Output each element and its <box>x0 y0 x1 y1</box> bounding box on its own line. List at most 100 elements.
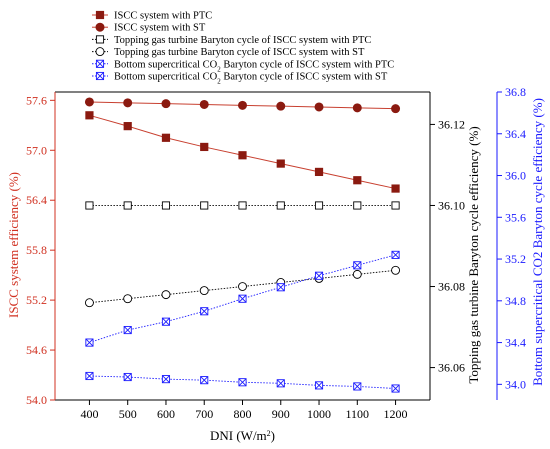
data-point <box>123 122 132 131</box>
legend-item: ISCC system with ST <box>92 22 206 34</box>
data-point <box>353 176 362 185</box>
data-point <box>161 201 171 210</box>
data-point <box>161 99 171 109</box>
legend-label: Topping gas turbine Baryton cycle of ISC… <box>114 35 371 46</box>
right1-tick-label: 36.10 <box>438 198 465 212</box>
legend-label: Topping gas turbine Baryton cycle of ISC… <box>114 47 365 58</box>
data-point <box>314 167 324 177</box>
legend-item: Topping gas turbine Baryton cycle of ISC… <box>92 35 371 46</box>
right1-tick-label: 36.08 <box>438 280 465 294</box>
x-tick-label: 900 <box>272 407 290 421</box>
data-point <box>314 381 324 390</box>
legend-item: Bottom supercritical CO2 Baryton cycle o… <box>92 72 388 86</box>
data-point <box>238 378 247 387</box>
data-point <box>238 201 247 210</box>
legend-marker <box>95 71 105 81</box>
left-tick-label: 57.6 <box>26 93 47 107</box>
series-6 <box>85 371 400 393</box>
data-point <box>391 265 401 275</box>
data-point <box>391 384 400 393</box>
legend-marker <box>95 10 105 20</box>
left-axis-title: ISCC system efficiency (%) <box>6 172 21 318</box>
data-point <box>85 111 94 120</box>
right2-tick-label: 34.0 <box>505 377 526 391</box>
left-tick-label: 54.0 <box>26 393 47 407</box>
data-point <box>276 101 286 111</box>
data-point <box>199 286 209 296</box>
legend-label: Bottom supercritical CO2 Baryton cycle o… <box>114 59 394 73</box>
x-tick-label: 1200 <box>384 407 408 421</box>
legend-label: ISCC system with PTC <box>114 11 212 22</box>
data-point <box>238 100 247 110</box>
data-point <box>200 201 209 210</box>
data-point <box>276 201 285 210</box>
data-point <box>123 372 132 382</box>
right2-tick-label: 36.0 <box>505 169 526 183</box>
data-point <box>238 151 247 160</box>
data-point <box>161 317 171 326</box>
data-point <box>161 375 171 384</box>
x-tick-label: 800 <box>234 407 252 421</box>
legend-label: Bottom supercritical CO2 Baryton cycle o… <box>114 72 388 86</box>
data-point <box>314 102 324 112</box>
left-tick-label: 56.4 <box>26 193 47 207</box>
right1-tick-label: 36.12 <box>438 117 465 131</box>
right2-tick-label: 34.8 <box>505 294 526 308</box>
data-point <box>84 298 94 308</box>
data-point <box>391 250 400 259</box>
legend-marker <box>95 47 105 57</box>
x-tick-label: 1100 <box>346 407 370 421</box>
data-point <box>391 104 401 114</box>
legend-item: ISCC system with PTC <box>92 11 212 22</box>
legend-item: Bottom supercritical CO2 Baryton cycle o… <box>92 59 394 73</box>
data-point <box>314 271 324 280</box>
x-tick-label: 600 <box>157 407 175 421</box>
data-point <box>353 382 362 391</box>
data-point <box>353 201 362 210</box>
data-point <box>276 159 285 168</box>
data-point <box>352 269 362 279</box>
data-point <box>85 338 94 347</box>
right2-tick-label: 36.8 <box>505 85 526 99</box>
legend-marker <box>95 35 105 44</box>
data-point <box>123 201 132 210</box>
data-point <box>353 261 362 270</box>
series-5 <box>85 250 400 347</box>
legend-item: Topping gas turbine Baryton cycle of ISC… <box>92 47 365 58</box>
data-point <box>84 97 94 107</box>
right2-tick-label: 35.2 <box>505 252 526 266</box>
data-point <box>238 294 247 303</box>
data-point <box>123 325 132 335</box>
data-point <box>238 282 247 291</box>
data-point <box>276 283 285 292</box>
right2-tick-label: 34.4 <box>505 336 526 350</box>
left-tick-label: 54.6 <box>26 343 47 357</box>
left-tick-label: 57.0 <box>26 143 47 157</box>
data-point <box>391 201 400 210</box>
data-point <box>200 307 209 316</box>
data-point <box>85 201 94 210</box>
right1-axis-title: Topping gas turbine Baryton cycle effici… <box>466 126 481 383</box>
legend-marker <box>95 22 105 32</box>
x-axis-title: DNI (W/m2) <box>210 428 275 443</box>
series-4 <box>84 265 401 308</box>
data-point <box>200 376 209 385</box>
legend-label: ISCC system with ST <box>114 23 206 34</box>
right2-axis-title: Bottom supercritical CO2 Baryton cycle e… <box>530 98 545 386</box>
series-2 <box>84 97 401 114</box>
left-tick-label: 55.8 <box>26 243 47 257</box>
right2-tick-label: 35.6 <box>505 210 526 224</box>
data-point <box>123 98 133 108</box>
data-point <box>200 142 209 152</box>
series-3 <box>85 201 400 210</box>
data-point <box>161 133 171 142</box>
data-point <box>199 99 209 109</box>
data-point <box>276 379 285 388</box>
x-tick-label: 400 <box>80 407 98 421</box>
right2-tick-label: 36.4 <box>505 127 526 141</box>
left-tick-label: 55.2 <box>26 293 47 307</box>
data-point <box>314 201 324 210</box>
data-point <box>123 294 133 304</box>
x-tick-label: 500 <box>119 407 137 421</box>
